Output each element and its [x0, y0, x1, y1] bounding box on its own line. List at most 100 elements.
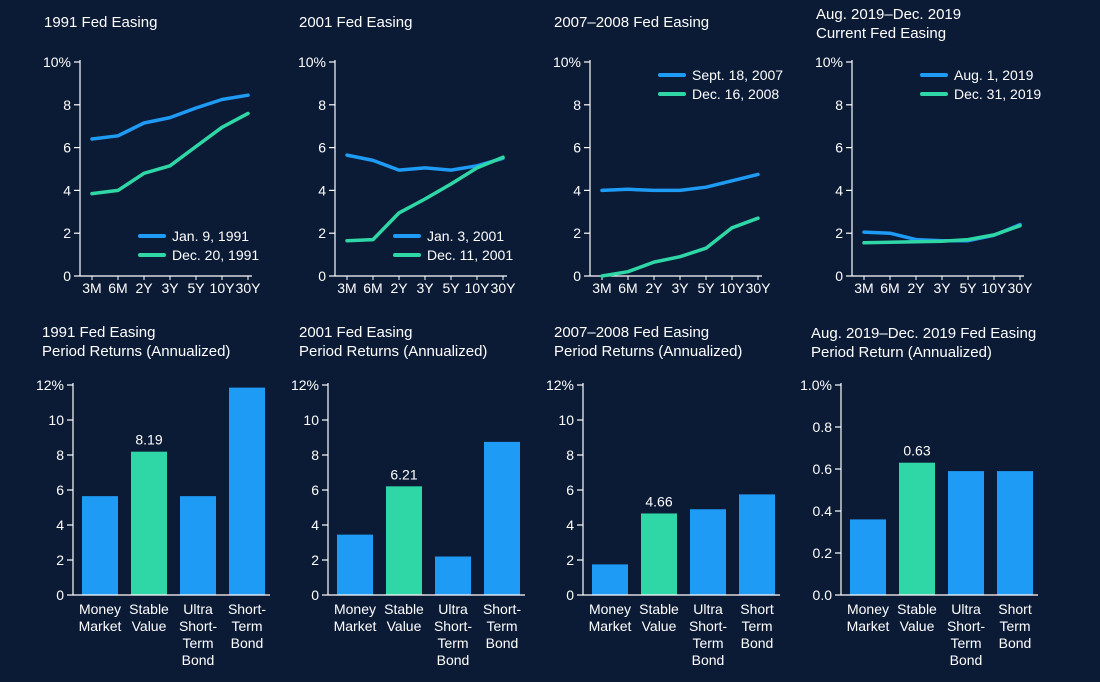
y-tick-label: 2: [63, 225, 71, 241]
y-tick-label: 2: [835, 225, 843, 241]
chart-title-line: 2007–2008 Fed Easing: [554, 324, 710, 341]
y-tick-label: 12%: [546, 377, 574, 393]
legend: Jan. 9, 1991 Dec. 20, 1991: [138, 228, 259, 263]
y-tick-label: 4: [318, 182, 326, 198]
legend: Aug. 1, 2019 Dec. 31, 2019: [920, 67, 1041, 102]
bar-1: [592, 564, 628, 595]
category-label: Term: [999, 618, 1030, 634]
x-tick-label: 2Y: [907, 280, 925, 296]
line-chart-svg: 0 2 4 6 8 10% 3M 6M 2Y 3Y 5Y 10Y 30Y Jan. 9, 1991 Dec.…: [43, 54, 262, 296]
x-tick-label: 6M: [880, 280, 899, 296]
bar-2: [641, 513, 677, 595]
chart-panel-2019-returns: Aug. 2019–Dec. 2019 Fed Easing Period Re…: [768, 320, 1098, 682]
y-tick-label: 10: [48, 412, 64, 428]
category-label: Bond: [950, 652, 983, 668]
category-label: Market: [79, 618, 122, 634]
x-tick-label: 6M: [108, 280, 127, 296]
legend-label-2: Dec. 31, 2019: [954, 86, 1041, 102]
x-tick-label: 3M: [854, 280, 873, 296]
y-tick-label: 12%: [36, 377, 64, 393]
bar-1: [337, 534, 373, 595]
y-tick-label: 8: [318, 97, 326, 113]
x-tick-label: 10Y: [720, 280, 746, 296]
x-tick-label: 30Y: [746, 280, 772, 296]
y-tick-label: 4: [311, 517, 319, 533]
y-tick-label: 12%: [291, 377, 319, 393]
category-label: Short: [998, 601, 1032, 617]
legend-label-1: Jan. 3, 2001: [427, 228, 504, 244]
line-chart-svg: 0 2 4 6 8 10% 3M 6M 2Y 3Y 5Y 10Y 30Y Sept. 18, 2007 De…: [553, 54, 783, 296]
series-line-1: [345, 153, 505, 172]
category-label: Market: [334, 618, 377, 634]
y-tick-label: 0: [318, 268, 326, 284]
bar-4: [739, 494, 775, 595]
category-label: Short: [740, 601, 774, 617]
legend: Jan. 3, 2001 Dec. 11, 2001: [393, 228, 513, 263]
category-label: Value: [642, 618, 677, 634]
y-tick-label: 0.8: [813, 419, 833, 435]
series-line-2: [90, 111, 250, 196]
category-label: Bond: [231, 635, 264, 651]
category-label: Money: [334, 601, 376, 617]
x-tick-label: 6M: [363, 280, 382, 296]
legend-label-1: Jan. 9, 1991: [172, 228, 249, 244]
category-label: Bond: [437, 652, 470, 668]
y-tick-label: 6: [311, 482, 319, 498]
category-label: Short-: [179, 618, 217, 634]
category-label: Stable: [384, 601, 424, 617]
x-tick-label: 30Y: [1008, 280, 1034, 296]
y-tick-label: 2: [318, 225, 326, 241]
y-tick-label: 0: [573, 268, 581, 284]
x-tick-label: 30Y: [236, 280, 262, 296]
chart-title: 2007–2008 Fed Easing Period Returns (Ann…: [554, 323, 742, 361]
chart-title-line: 1991 Fed Easing: [44, 14, 158, 31]
series-line-1: [600, 172, 760, 193]
y-tick-label: 8: [835, 97, 843, 113]
chart-title: 1991 Fed Easing Period Returns (Annualiz…: [42, 323, 230, 361]
category-label: Term: [741, 618, 772, 634]
chart-title-line: Period Returns (Annualized): [299, 343, 488, 360]
x-tick-label: 3Y: [161, 280, 179, 296]
category-label: Short-: [947, 618, 985, 634]
y-tick-label: 8: [63, 97, 71, 113]
y-tick-label: 6: [56, 482, 64, 498]
legend-label-1: Sept. 18, 2007: [692, 67, 783, 83]
chart-title-line: Current Fed Easing: [816, 25, 947, 42]
category-label: Bond: [486, 635, 519, 651]
bar-3: [948, 471, 984, 595]
chart-title-line: 2001 Fed Easing: [299, 14, 413, 31]
series-line-2: [862, 223, 1022, 245]
y-tick-label: 2: [56, 552, 64, 568]
category-label: Ultra: [183, 601, 213, 617]
category-label: Short-: [689, 618, 727, 634]
series-line-2: [345, 155, 505, 243]
chart-title-line: Period Return (Annualized): [811, 344, 992, 361]
x-tick-label: 10Y: [210, 280, 236, 296]
chart-panel-2019-yields: Aug. 2019–Dec. 2019 Current Fed Easing 0…: [772, 0, 1092, 310]
y-tick-label: 4: [56, 517, 64, 533]
y-tick-label: 0: [56, 587, 64, 603]
y-tick-label: 6: [835, 140, 843, 156]
chart-panel-1991-yields: 1991 Fed Easing 0 2 4 6 8 10% 3M 6M 2Y 3Y 5Y 10Y 30Y…: [0, 0, 275, 310]
x-tick-label: 2Y: [135, 280, 153, 296]
chart-panel-2007-2008-returns: 2007–2008 Fed Easing Period Returns (Ann…: [510, 320, 785, 682]
y-tick-label: 10%: [43, 54, 71, 70]
category-label: Market: [847, 618, 890, 634]
category-label: Short-: [434, 618, 472, 634]
line-chart-svg: 0 2 4 6 8 10% 3M 6M 2Y 3Y 5Y 10Y 30Y Jan. 3, 2001 Dec.…: [298, 54, 516, 296]
category-label: Market: [589, 618, 632, 634]
category-label: Short-: [483, 601, 521, 617]
x-tick-label: 2Y: [645, 280, 663, 296]
y-tick-label: 6: [566, 482, 574, 498]
bar-4: [997, 471, 1033, 595]
data-label: 0.63: [903, 443, 930, 459]
y-tick-label: 2: [573, 225, 581, 241]
chart-title: 1991 Fed Easing: [44, 13, 157, 32]
chart-panel-2001-yields: 2001 Fed Easing 0 2 4 6 8 10% 3M 6M 2Y 3Y 5Y 10Y 30Y…: [255, 0, 530, 310]
y-tick-label: 0.6: [813, 461, 833, 477]
category-label: Money: [79, 601, 121, 617]
series-line-1: [90, 93, 250, 141]
bar-3: [690, 509, 726, 595]
y-tick-label: 2: [311, 552, 319, 568]
